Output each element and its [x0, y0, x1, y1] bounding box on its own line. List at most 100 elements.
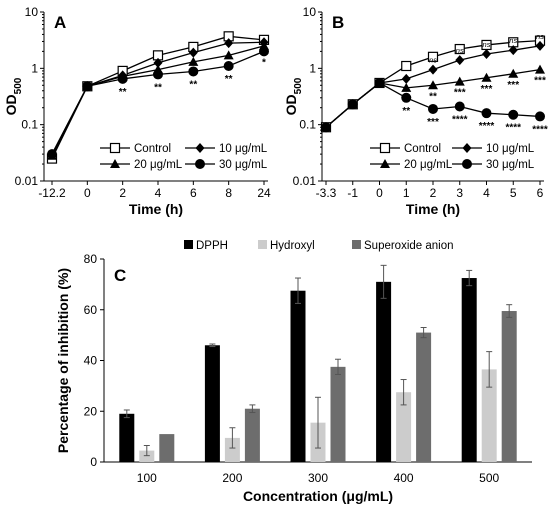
x-tick-label: 1 [403, 186, 410, 200]
y-axis-title-subscript: 500 [13, 77, 24, 94]
bar-superoxide-anion [416, 332, 432, 462]
significance-marker: **** [532, 124, 548, 135]
data-point-circle [259, 46, 269, 57]
y-tick-label: 40 [84, 354, 98, 368]
y-tick-label: 0.01 [293, 174, 317, 188]
significance-marker: ** [154, 82, 162, 93]
x-tick-label: 0 [84, 186, 91, 200]
y-tick-label: 1 [309, 61, 316, 75]
data-point-circle [401, 92, 412, 103]
legend-marker-triangle [110, 159, 120, 168]
data-point-triangle [454, 76, 465, 86]
significance-ns: ns [536, 32, 544, 41]
legend-marker-diamond [195, 143, 205, 153]
x-tick-label: 3 [456, 186, 463, 200]
x-tick-label: 100 [137, 471, 157, 485]
legend-swatch [184, 240, 193, 249]
data-point-diamond [224, 38, 234, 49]
data-point-circle [188, 66, 199, 77]
data-point-diamond [401, 73, 411, 84]
significance-marker: **** [479, 121, 495, 132]
bar-superoxide-anion [501, 311, 517, 462]
legend-marker-circle [462, 159, 472, 169]
legend-label: Hydroxyl [270, 240, 315, 252]
significance-marker: *** [534, 76, 546, 87]
bar-dpph [376, 281, 392, 462]
legend-label: 30 μg/mL [219, 159, 268, 171]
data-point-triangle [535, 64, 545, 74]
y-axis-title-main: OD [3, 94, 19, 115]
legend-label: 10 μg/mL [219, 143, 268, 155]
x-tick-label: 2 [119, 186, 126, 200]
data-point-circle [508, 109, 519, 120]
data-point-circle [82, 81, 93, 92]
data-point-triangle [508, 68, 519, 78]
data-point-circle [428, 103, 438, 114]
legend-label: Control [404, 143, 441, 155]
bar-dpph [204, 345, 220, 462]
data-point-circle [481, 108, 492, 119]
significance-marker: **** [452, 115, 468, 126]
legend-marker-circle [195, 159, 205, 169]
significance-marker: * [404, 94, 408, 105]
x-tick-label: 24 [257, 186, 271, 200]
x-tick-label: -12.2 [38, 186, 66, 200]
significance-marker: *** [481, 84, 493, 95]
data-point-diamond [455, 55, 465, 66]
legend-swatch [258, 240, 267, 249]
data-point-triangle [428, 80, 438, 90]
data-point-square-open [454, 43, 465, 55]
y-tick-label: 0.1 [21, 118, 38, 132]
data-point-diamond [188, 47, 198, 58]
y-tick-label: 80 [84, 252, 98, 266]
y-axis-title-subscript: 500 [293, 77, 304, 94]
significance-marker: ** [402, 106, 410, 117]
x-tick-label: 500 [479, 471, 499, 485]
panel-label: A [54, 13, 66, 32]
y-tick-label: 0.01 [15, 174, 39, 188]
bar-dpph [461, 278, 477, 462]
bar-superoxide-anion [159, 434, 175, 462]
data-point-diamond [535, 40, 545, 51]
data-point-circle [153, 69, 163, 80]
x-tick-label: 6 [190, 186, 197, 200]
x-tick-label: 5 [510, 186, 517, 200]
x-tick-label: 4 [483, 186, 490, 200]
legend-marker-diamond [462, 143, 472, 153]
data-point-circle [47, 149, 57, 160]
y-tick-label: 0.1 [299, 118, 316, 132]
bar-superoxide-anion [330, 366, 346, 462]
bar-hydroxyl [139, 450, 155, 462]
x-tick-label: 4 [155, 186, 162, 200]
legend-label: Superoxide anion [364, 240, 454, 252]
significance-marker: * [262, 57, 266, 68]
data-point-circle [374, 77, 385, 88]
data-point-diamond [482, 48, 491, 59]
bar-hydroxyl [396, 392, 412, 462]
significance-marker: **** [505, 123, 521, 134]
x-tick-label: 400 [394, 471, 414, 485]
data-point-triangle [401, 82, 412, 92]
legend-label: 30 μg/mL [486, 159, 535, 171]
x-tick-label: 6 [537, 186, 544, 200]
data-point-triangle [188, 56, 199, 66]
data-point-diamond [153, 57, 163, 68]
bar-hydroxyl [224, 437, 240, 462]
bar-dpph [119, 413, 135, 462]
x-tick-label: -1 [347, 186, 358, 200]
significance-marker: ** [189, 79, 197, 90]
data-point-square-open [401, 60, 412, 72]
data-point-circle [117, 73, 128, 84]
legend-label: DPPH [196, 240, 228, 252]
significance-ns: ns [509, 36, 517, 45]
x-axis-title: Concentration (μg/mL) [243, 488, 393, 504]
significance-marker: ** [429, 91, 437, 102]
x-tick-label: 8 [225, 186, 232, 200]
y-axis-title: Percentage of inhibition (%) [55, 268, 71, 453]
panel-label: C [114, 266, 126, 285]
y-tick-label: 1 [31, 61, 38, 75]
y-tick-label: 0 [90, 455, 97, 469]
significance-marker: ** [225, 74, 233, 85]
